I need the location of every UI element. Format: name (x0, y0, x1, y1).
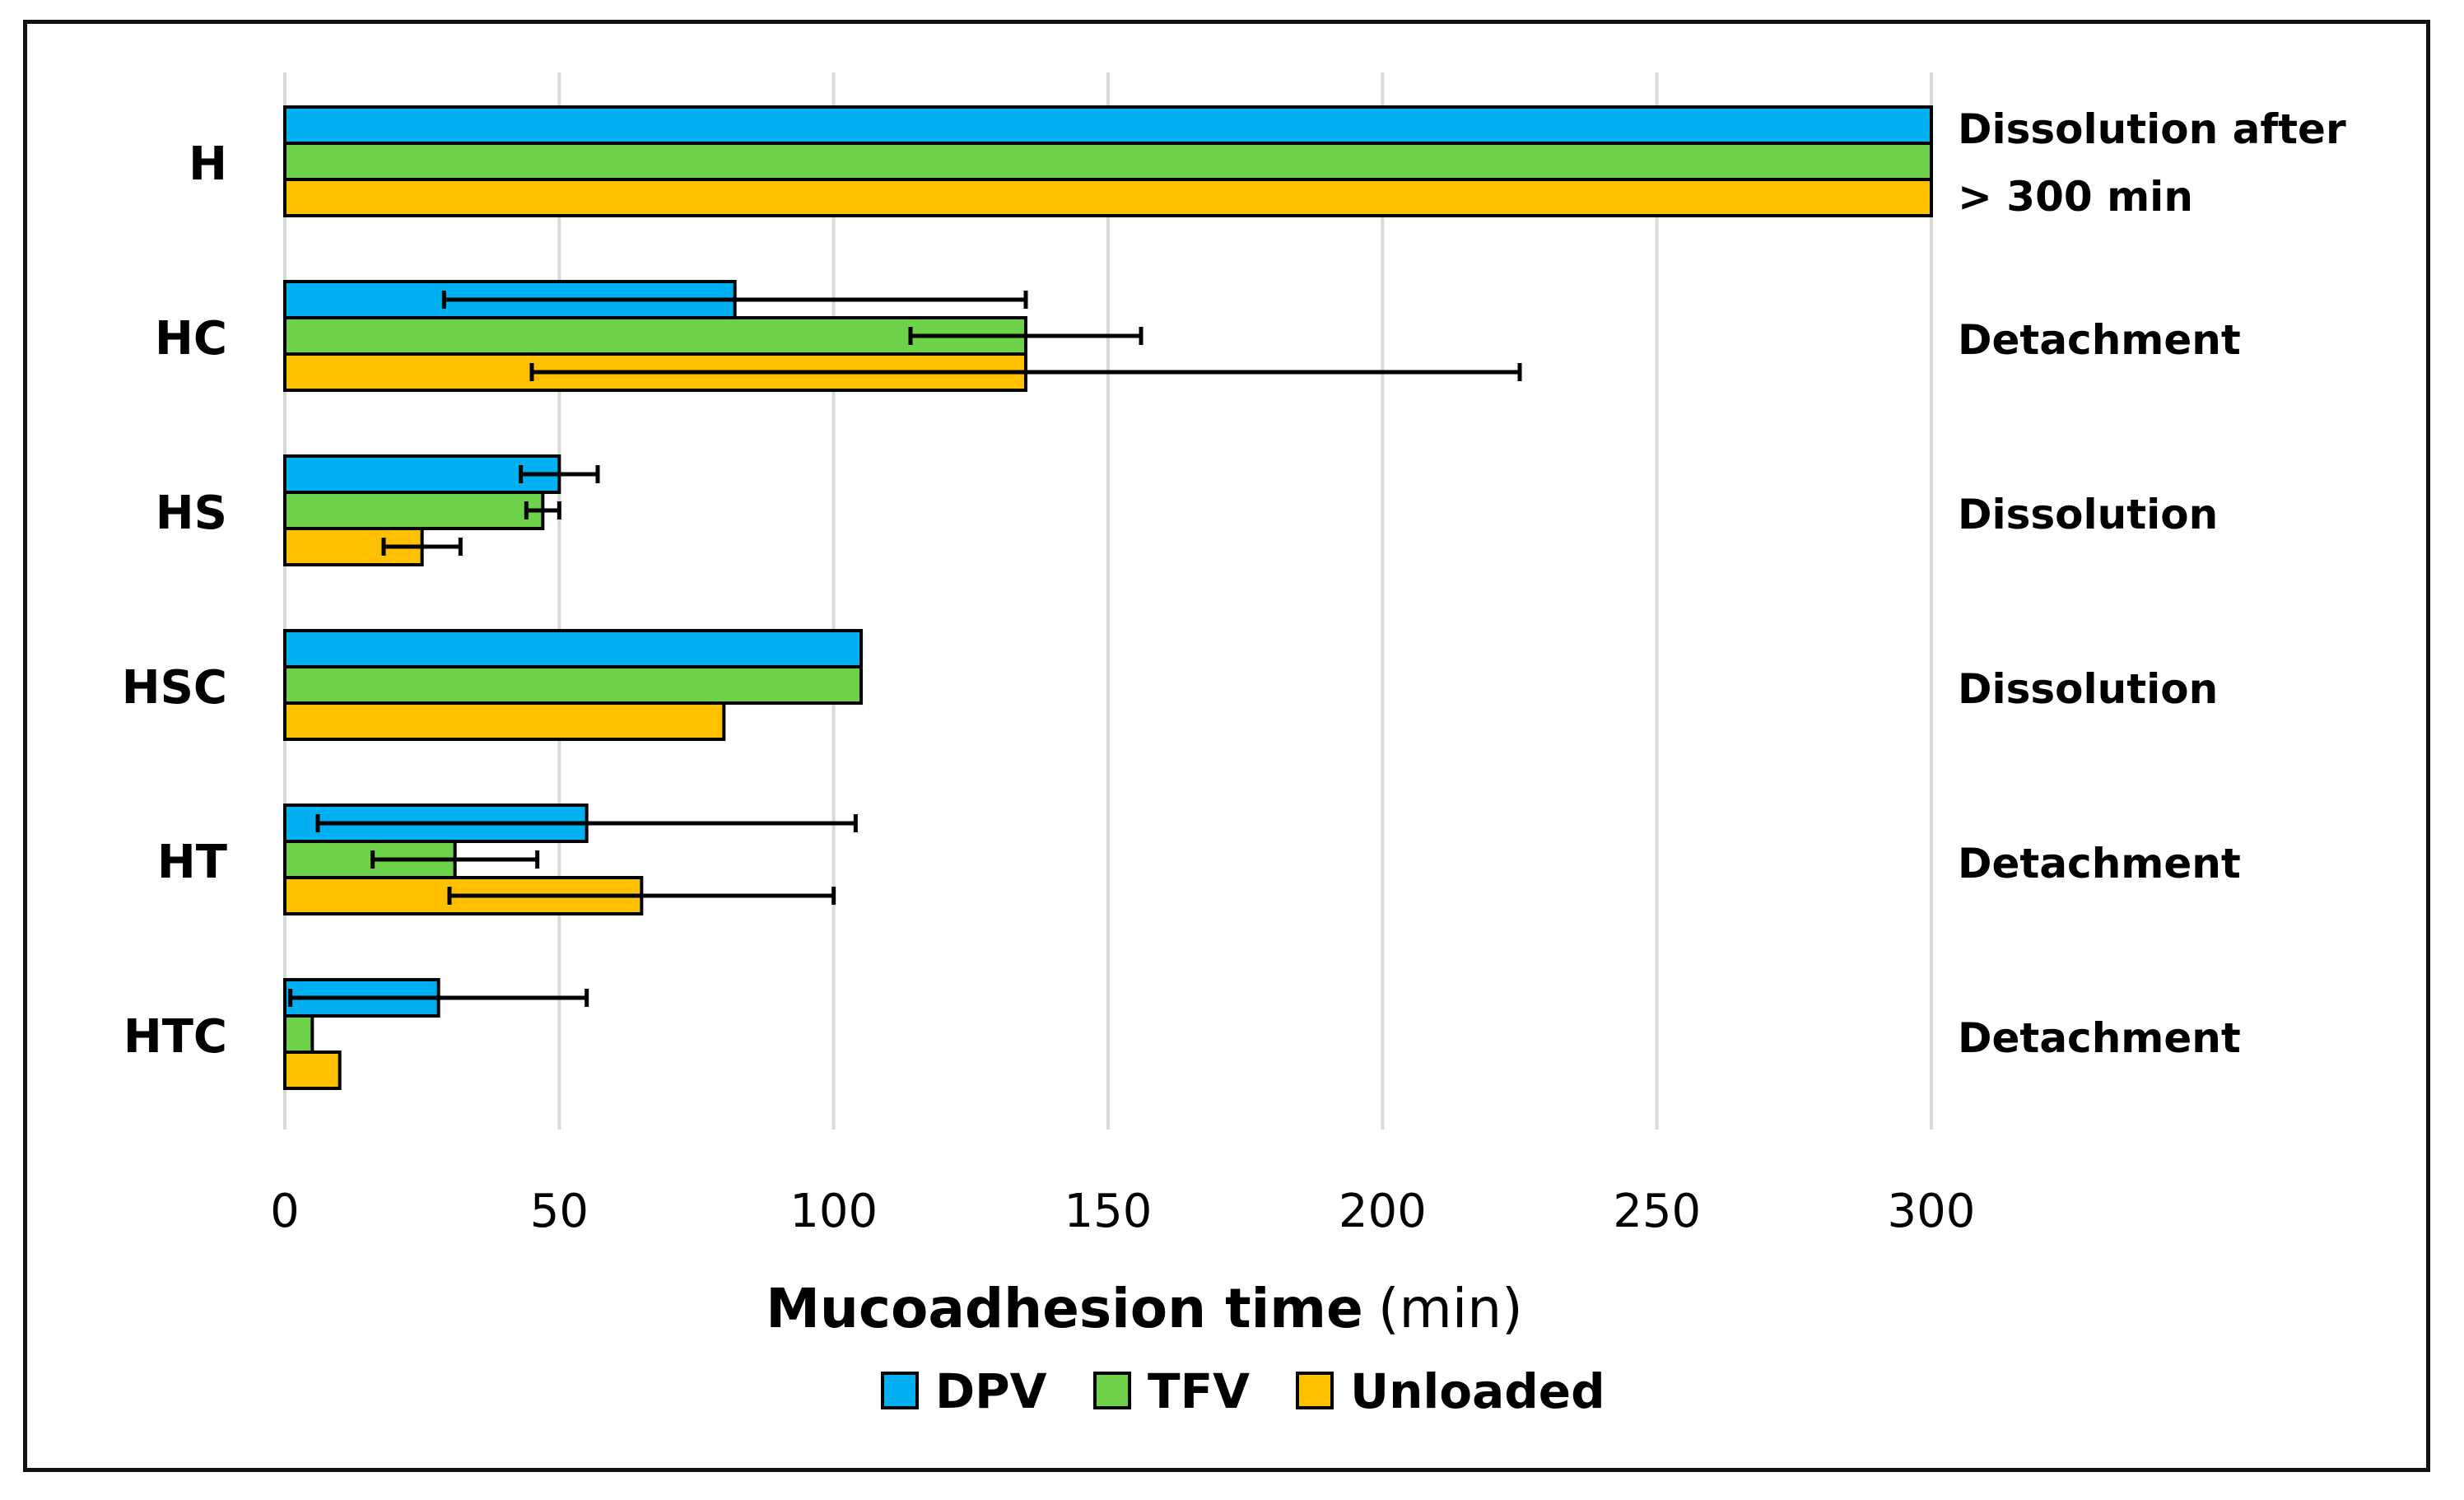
bar-dpv-hsc (283, 629, 863, 668)
legend-label: DPV (935, 1363, 1047, 1419)
x-axis-label: Mucoadhesion time (min) (766, 1277, 1523, 1340)
category-label: H (189, 137, 227, 191)
error-bar-unloaded-hs (381, 538, 463, 556)
x-tick-label: 300 (1888, 1185, 1976, 1238)
annotation-label: Dissolution after (1958, 105, 2346, 153)
error-bar-dpv-ht (315, 814, 858, 832)
bar-dpv-h (283, 105, 1933, 145)
annotations: Dissolution after > 300 min Detachment Diss… (1958, 105, 2346, 1062)
x-tick-labels: 0 50 100 150 200 250 300 (270, 1185, 1975, 1238)
x-tick-label: 100 (790, 1185, 878, 1238)
legend-item-dpv: DPV (881, 1363, 1047, 1419)
category-label: HTC (123, 1010, 227, 1064)
legend-item-unloaded: Unloaded (1296, 1363, 1605, 1419)
x-axis-label-main: Mucoadhesion time (766, 1277, 1363, 1340)
category-label: HT (157, 836, 227, 889)
category-label: HS (156, 487, 227, 540)
error-bar-dpv-htc (288, 989, 589, 1007)
x-tick-label: 0 (270, 1185, 300, 1238)
bar-tfv-hs (283, 491, 545, 530)
annotation-label: Dissolution (1958, 665, 2218, 713)
error-bar-tfv-hs (524, 501, 561, 519)
legend-label: Unloaded (1350, 1363, 1605, 1419)
bar-dpv-hs (283, 454, 561, 494)
bar-unloaded-h (283, 178, 1933, 217)
error-bar-dpv-hc (441, 291, 1028, 309)
x-tick-label: 200 (1339, 1185, 1427, 1238)
x-tick-label: 50 (530, 1185, 589, 1238)
error-bar-dpv-hs (519, 465, 600, 483)
category-label: HC (155, 312, 227, 366)
annotation-label: Detachment (1958, 840, 2241, 887)
error-bar-tfv-ht (370, 850, 540, 869)
x-tick-label: 150 (1064, 1185, 1153, 1238)
bar-tfv-h (283, 142, 1933, 181)
bar-unloaded-hsc (283, 701, 726, 741)
error-bar-tfv-hc (908, 327, 1144, 345)
category-labels: H HC HS HSC HT HTC (122, 137, 227, 1064)
x-axis-label-unit: (min) (1378, 1277, 1523, 1340)
error-bar-unloaded-ht (447, 887, 836, 905)
x-tick-label: 250 (1613, 1185, 1701, 1238)
bar-tfv-hc (283, 316, 1027, 356)
bar-unloaded-htc (283, 1050, 342, 1090)
bar-tfv-htc (283, 1014, 314, 1054)
legend-item-tfv: TFV (1093, 1363, 1250, 1419)
error-bars (288, 291, 1522, 1007)
annotation-label: Detachment (1958, 316, 2241, 364)
annotation-label: Dissolution (1958, 491, 2218, 538)
legend-swatch (1296, 1372, 1334, 1409)
legend-swatch (881, 1372, 919, 1409)
error-bar-unloaded-hc (529, 363, 1522, 381)
legend-label: TFV (1148, 1363, 1250, 1419)
legend: DPV TFV Unloaded (881, 1363, 1605, 1419)
bar-tfv-hsc (283, 665, 863, 705)
chart-frame (23, 20, 2430, 1472)
annotation-label: > 300 min (1958, 173, 2193, 221)
annotation-label: Detachment (1958, 1014, 2241, 1062)
gridlines (283, 72, 1933, 1130)
category-label: HSC (122, 661, 227, 715)
legend-swatch (1093, 1372, 1131, 1409)
